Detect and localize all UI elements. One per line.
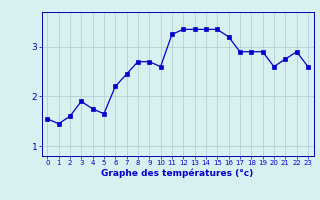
X-axis label: Graphe des températures (°c): Graphe des températures (°c) — [101, 169, 254, 178]
